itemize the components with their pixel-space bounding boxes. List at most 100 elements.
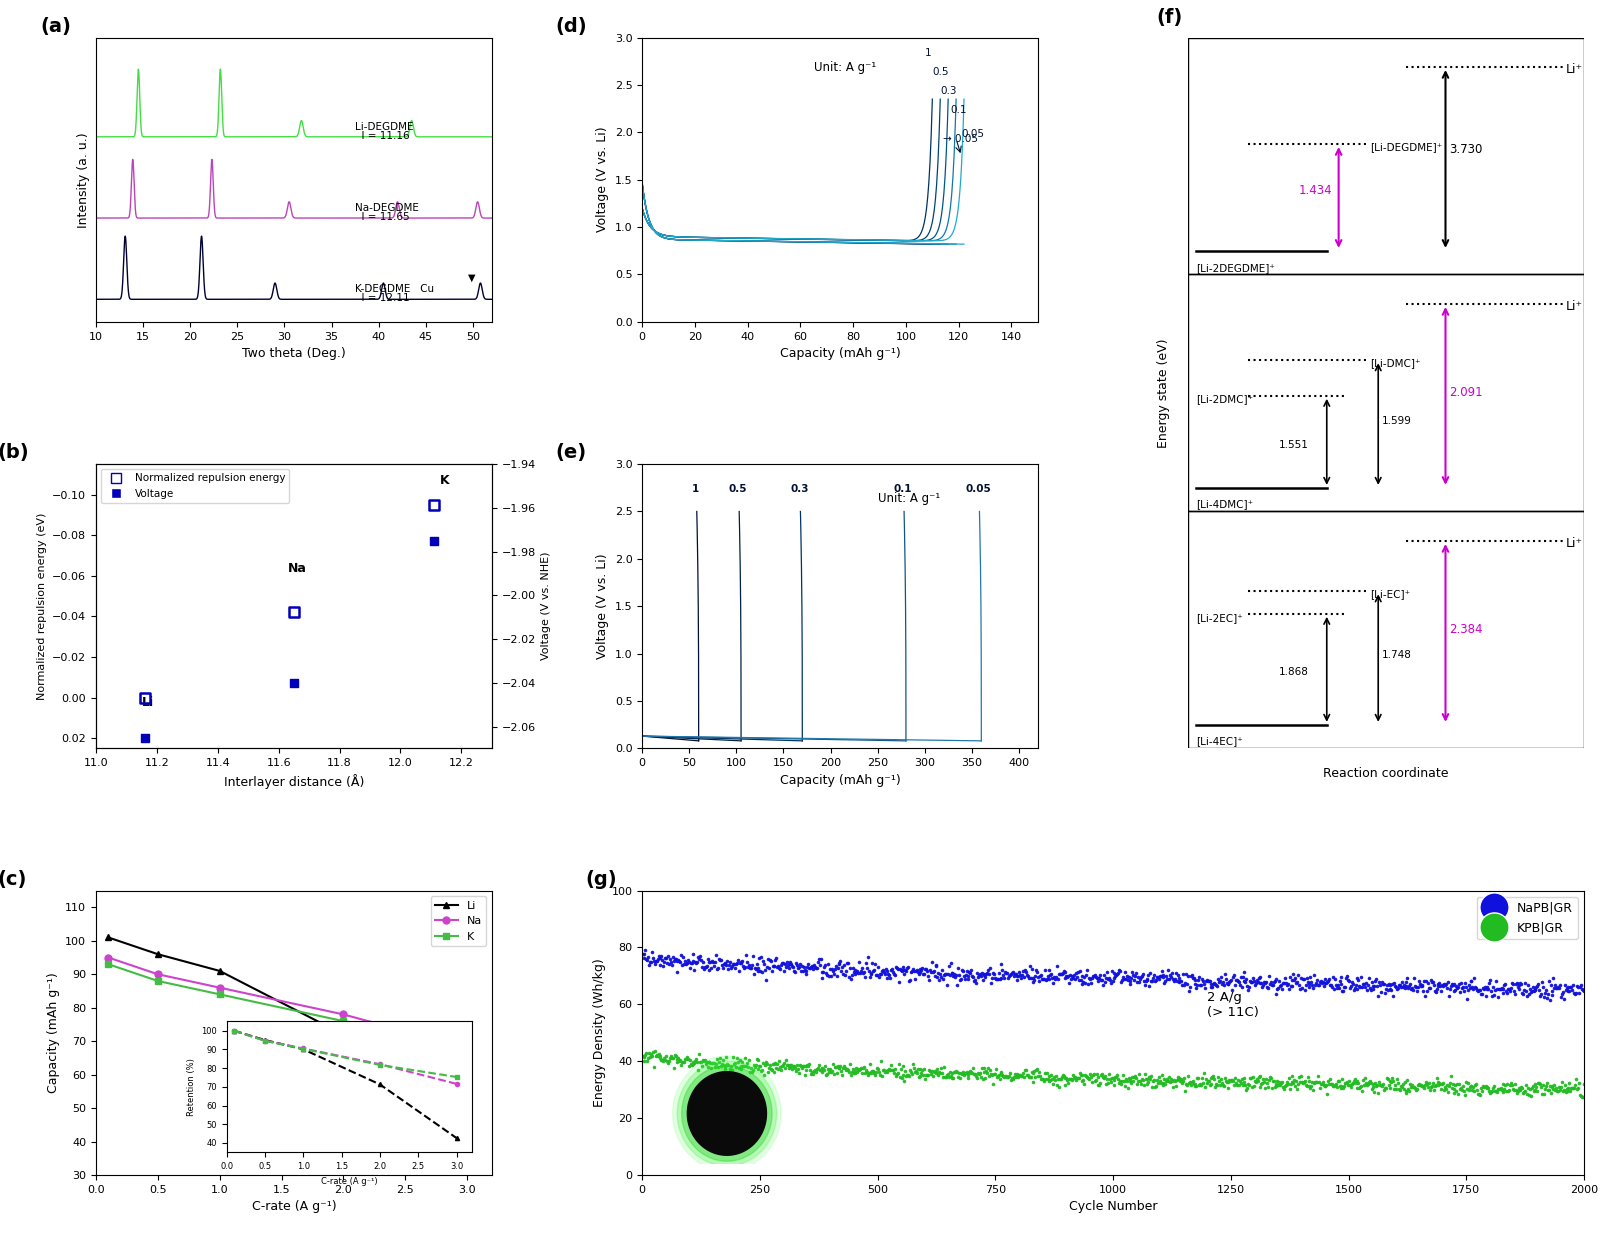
KPB|GR [1253, 1078, 1278, 1098]
KPB|GR [685, 1060, 710, 1080]
NaPB|GR [1109, 971, 1134, 991]
NaPB|GR [1131, 975, 1157, 995]
KPB|GR [1186, 1068, 1211, 1088]
NaPB|GR [1245, 972, 1270, 992]
KPB|GR [955, 1068, 981, 1088]
NaPB|GR [658, 952, 683, 972]
KPB|GR [1466, 1084, 1491, 1104]
KPB|GR [1109, 1071, 1134, 1091]
NaPB|GR [683, 951, 709, 971]
NaPB|GR [656, 945, 682, 965]
KPB|GR [891, 1065, 917, 1085]
NaPB|GR [789, 961, 814, 981]
NaPB|GR [976, 964, 1002, 984]
NaPB|GR [1571, 981, 1597, 1001]
KPB|GR [869, 1066, 894, 1086]
NaPB|GR [1088, 970, 1114, 990]
NaPB|GR [874, 961, 899, 981]
KPB|GR [1443, 1081, 1469, 1101]
KPB|GR [710, 1050, 736, 1070]
KPB|GR [1237, 1075, 1262, 1095]
NaPB|GR [776, 954, 802, 974]
NaPB|GR [640, 948, 666, 968]
NaPB|GR [1408, 975, 1434, 995]
NaPB|GR [1544, 979, 1570, 999]
KPB|GR [1141, 1070, 1166, 1090]
NaPB|GR [1371, 982, 1397, 1002]
NaPB|GR [1461, 979, 1486, 999]
KPB|GR [1034, 1062, 1059, 1082]
KPB|GR [1000, 1069, 1026, 1089]
NaPB|GR [1462, 978, 1488, 998]
NaPB|GR [1482, 985, 1507, 1005]
NaPB|GR [1416, 978, 1442, 998]
NaPB|GR [946, 965, 971, 985]
KPB|GR [1485, 1082, 1510, 1102]
KPB|GR [709, 1054, 734, 1074]
KPB|GR [1435, 1081, 1461, 1101]
KPB|GR [867, 1065, 893, 1085]
NaPB|GR [1522, 980, 1547, 1000]
KPB|GR [890, 1068, 915, 1088]
NaPB|GR [965, 966, 990, 986]
KPB|GR [853, 1060, 878, 1080]
NaPB|GR [648, 955, 674, 975]
KPB|GR [1301, 1072, 1326, 1092]
KPB|GR [773, 1050, 798, 1070]
Point [131, 728, 157, 748]
KPB|GR [851, 1058, 877, 1078]
KPB|GR [1427, 1074, 1453, 1094]
KPB|GR [1453, 1072, 1478, 1092]
NaPB|GR [1344, 969, 1370, 989]
NaPB|GR [1466, 980, 1491, 1000]
KPB|GR [774, 1055, 800, 1075]
KPB|GR [1146, 1066, 1171, 1086]
KPB|GR [1184, 1068, 1210, 1088]
NaPB|GR [1078, 974, 1104, 994]
NaPB|GR [1491, 979, 1517, 999]
NaPB|GR [869, 964, 894, 984]
KPB|GR [1365, 1075, 1390, 1095]
KPB|GR [1488, 1080, 1514, 1100]
NaPB|GR [1178, 976, 1203, 996]
NaPB|GR [1182, 974, 1208, 994]
KPB|GR [1266, 1075, 1291, 1095]
KPB|GR [1203, 1078, 1229, 1098]
NaPB|GR [656, 954, 682, 974]
KPB|GR [1259, 1078, 1285, 1098]
NaPB|GR [659, 955, 685, 975]
KPB|GR [1187, 1074, 1213, 1094]
NaPB|GR [1352, 974, 1378, 994]
NaPB|GR [1142, 970, 1168, 990]
KPB|GR [1002, 1068, 1027, 1088]
KPB|GR [1379, 1072, 1405, 1092]
NaPB|GR [1134, 970, 1160, 990]
NaPB|GR [1379, 974, 1405, 994]
NaPB|GR [742, 959, 768, 979]
KPB|GR [925, 1059, 950, 1079]
NaPB|GR [1299, 975, 1325, 995]
NaPB|GR [1251, 975, 1277, 995]
NaPB|GR [1211, 975, 1237, 995]
KPB|GR [1546, 1080, 1571, 1100]
NaPB|GR [1424, 979, 1450, 999]
NaPB|GR [710, 958, 736, 978]
NaPB|GR [1056, 972, 1082, 992]
KPB|GR [1070, 1065, 1096, 1085]
KPB|GR [1504, 1082, 1530, 1102]
KPB|GR [1243, 1071, 1269, 1091]
KPB|GR [1475, 1079, 1501, 1099]
KPB|GR [674, 1048, 699, 1068]
KPB|GR [957, 1061, 982, 1081]
NaPB|GR [805, 952, 830, 972]
KPB|GR [1539, 1076, 1565, 1096]
NaPB|GR [674, 955, 699, 975]
KPB|GR [1434, 1075, 1459, 1095]
NaPB|GR [818, 966, 843, 986]
KPB|GR [1197, 1075, 1222, 1095]
NaPB|GR [1178, 966, 1203, 986]
KPB|GR [818, 1061, 843, 1081]
KPB|GR [1550, 1081, 1576, 1101]
KPB|GR [1024, 1060, 1050, 1080]
NaPB|GR [802, 955, 827, 975]
